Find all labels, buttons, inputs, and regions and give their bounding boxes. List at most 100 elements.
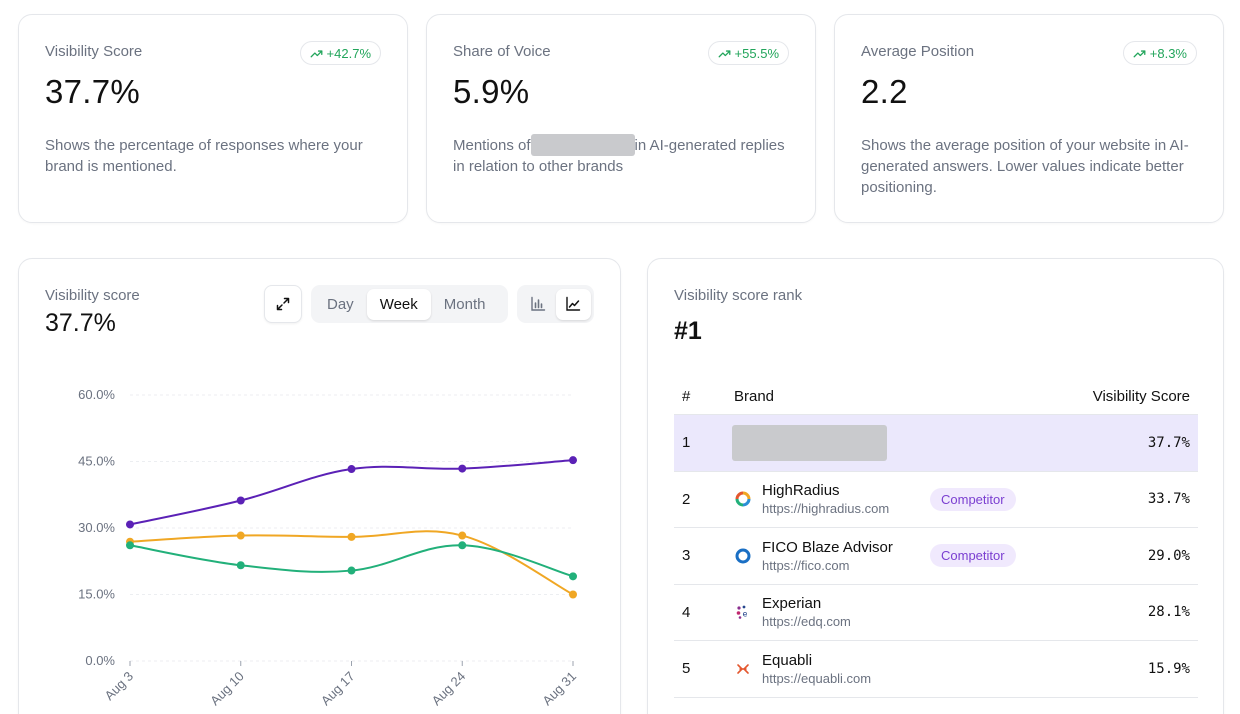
x-tick-label: Aug 24 (429, 669, 469, 709)
competitor-badge: Competitor (930, 544, 1016, 568)
metric-label: Share of Voice (453, 43, 551, 60)
table-row[interactable]: 4 e Experian https://edq.com 28.1% (674, 585, 1198, 641)
table-header: # Brand Visibility Score (674, 379, 1198, 415)
trend-up-icon (310, 49, 322, 57)
data-point[interactable] (458, 464, 467, 473)
data-point[interactable] (236, 496, 245, 505)
range-selector: Day Week Month (311, 285, 508, 323)
metric-label: Visibility Score (45, 43, 143, 60)
brand-cell: e Experian https://edq.com (734, 594, 1038, 630)
table-row[interactable]: 3 FICO Blaze Advisor https://fico.com Co… (674, 528, 1198, 585)
description-suffix: in AI-generated replies in relation to o… (453, 137, 785, 175)
metric-description: Shows the average position of your websi… (861, 137, 1189, 196)
row-num: 4 (682, 603, 691, 621)
brand-name: FICO Blaze Advisor (762, 538, 893, 556)
brand-cell: HighRadius https://highradius.com Compet… (734, 481, 1038, 517)
data-point[interactable] (126, 520, 134, 529)
brand-name: Experian (762, 595, 822, 613)
bar-chart-icon (531, 296, 545, 311)
brand-cell (732, 424, 1038, 461)
table-row[interactable]: 1 37.7% (674, 415, 1198, 472)
redacted-brand (530, 133, 635, 156)
row-score: 28.1% (1147, 604, 1190, 621)
x-tick-label: Aug 3 (101, 669, 136, 704)
chart-label: Visibility score (45, 287, 140, 304)
row-num: 5 (682, 660, 691, 678)
data-point[interactable] (347, 532, 356, 541)
row-num: 3 (682, 547, 691, 565)
visibility-score-card: Visibility Score +42.7% 37.7% Shows the … (18, 14, 408, 223)
fico-logo-icon (734, 547, 752, 565)
metric-value: 2.2 (861, 73, 908, 110)
header-num: # (682, 388, 691, 405)
header-score: Visibility Score (1092, 388, 1190, 405)
brand-url[interactable]: https://fico.com (762, 557, 850, 573)
line-chart-toggle[interactable] (555, 288, 591, 320)
y-tick-label: 60.0% (78, 387, 115, 402)
table-row[interactable]: 2 HighRadius https://highradius.com Comp… (674, 472, 1198, 528)
metric-value: 5.9% (453, 73, 530, 110)
x-tick-label: Aug 31 (539, 669, 579, 709)
y-tick-label: 45.0% (78, 454, 115, 469)
brand-cell: FICO Blaze Advisor https://fico.com Comp… (734, 538, 1038, 574)
chart-value: 37.7% (45, 309, 116, 337)
x-tick-label: Aug 10 (207, 669, 247, 709)
data-point[interactable] (236, 531, 245, 540)
data-point[interactable] (458, 531, 467, 540)
y-tick-label: 0.0% (85, 653, 115, 668)
data-point[interactable] (569, 456, 577, 465)
y-tick-label: 30.0% (78, 520, 115, 535)
brand-cell: Equabli https://equabli.com (734, 651, 1038, 687)
visibility-line-chart: 0.0% 15.0% 30.0% 45.0% 60.0% Aug 3 Aug 10 Aug 1… (78, 387, 579, 709)
competitor-badge: Competitor (930, 487, 1016, 511)
range-week[interactable]: Week (366, 288, 431, 320)
equabli-logo-icon (734, 660, 752, 678)
row-num: 1 (682, 434, 691, 452)
expand-button[interactable] (264, 285, 302, 323)
table-row[interactable]: 5 Equabli https://equabli.com 15.9% (674, 641, 1198, 698)
bar-chart-toggle[interactable] (520, 289, 556, 320)
trend-badge: +55.5% (707, 41, 789, 65)
row-num: 2 (682, 490, 691, 508)
row-score: 15.9% (1147, 660, 1190, 677)
row-score: 37.7% (1147, 434, 1190, 451)
range-month[interactable]: Month (443, 295, 486, 313)
data-point[interactable] (458, 541, 467, 550)
metric-description: Mentions of in AI-generated replies in re… (453, 133, 793, 177)
data-point[interactable] (236, 561, 245, 570)
brand-url[interactable]: https://highradius.com (762, 501, 890, 517)
visibility-rank-card: Visibility score rank #1 # Brand Visibil… (647, 258, 1224, 714)
share-of-voice-card: Share of Voice +55.5% 5.9% Mentions of in… (426, 14, 816, 223)
y-tick-label: 15.0% (78, 587, 115, 602)
trend-value: +55.5% (734, 45, 779, 61)
brand-url[interactable]: https://edq.com (762, 614, 851, 630)
visibility-chart-card: Visibility score 37.7% Day Week Month 0.… (18, 258, 621, 714)
brand-name: HighRadius (762, 482, 840, 500)
average-position-card: Average Position +8.3% 2.2 Shows the ave… (834, 14, 1224, 223)
metric-description: Shows the percentage of responses where … (45, 137, 363, 175)
rank-value: #1 (674, 317, 702, 345)
trend-up-icon (718, 49, 730, 57)
rank-label: Visibility score rank (674, 287, 803, 304)
chart-type-selector (517, 285, 594, 323)
trend-value: +42.7% (326, 45, 371, 61)
data-point[interactable] (569, 590, 577, 599)
brand-url[interactable]: https://equabli.com (762, 670, 872, 686)
data-point[interactable] (126, 541, 134, 550)
trend-value: +8.3% (1149, 45, 1187, 61)
trend-badge: +42.7% (299, 41, 381, 65)
trend-badge: +8.3% (1122, 41, 1197, 65)
data-point[interactable] (347, 566, 356, 575)
header-brand: Brand (734, 388, 775, 405)
rank-table: # Brand Visibility Score 1 37.7% 2 HighR… (674, 379, 1198, 698)
experian-logo-icon: e (734, 603, 752, 621)
expand-icon (276, 297, 290, 311)
data-point[interactable] (569, 572, 577, 581)
x-tick-label: Aug 17 (318, 669, 358, 709)
trend-up-icon (1133, 49, 1146, 57)
metric-value: 37.7% (45, 73, 141, 110)
range-day[interactable]: Day (327, 295, 354, 313)
data-point[interactable] (347, 465, 356, 474)
brand-name: Equabli (762, 651, 813, 669)
row-score: 29.0% (1147, 547, 1190, 564)
